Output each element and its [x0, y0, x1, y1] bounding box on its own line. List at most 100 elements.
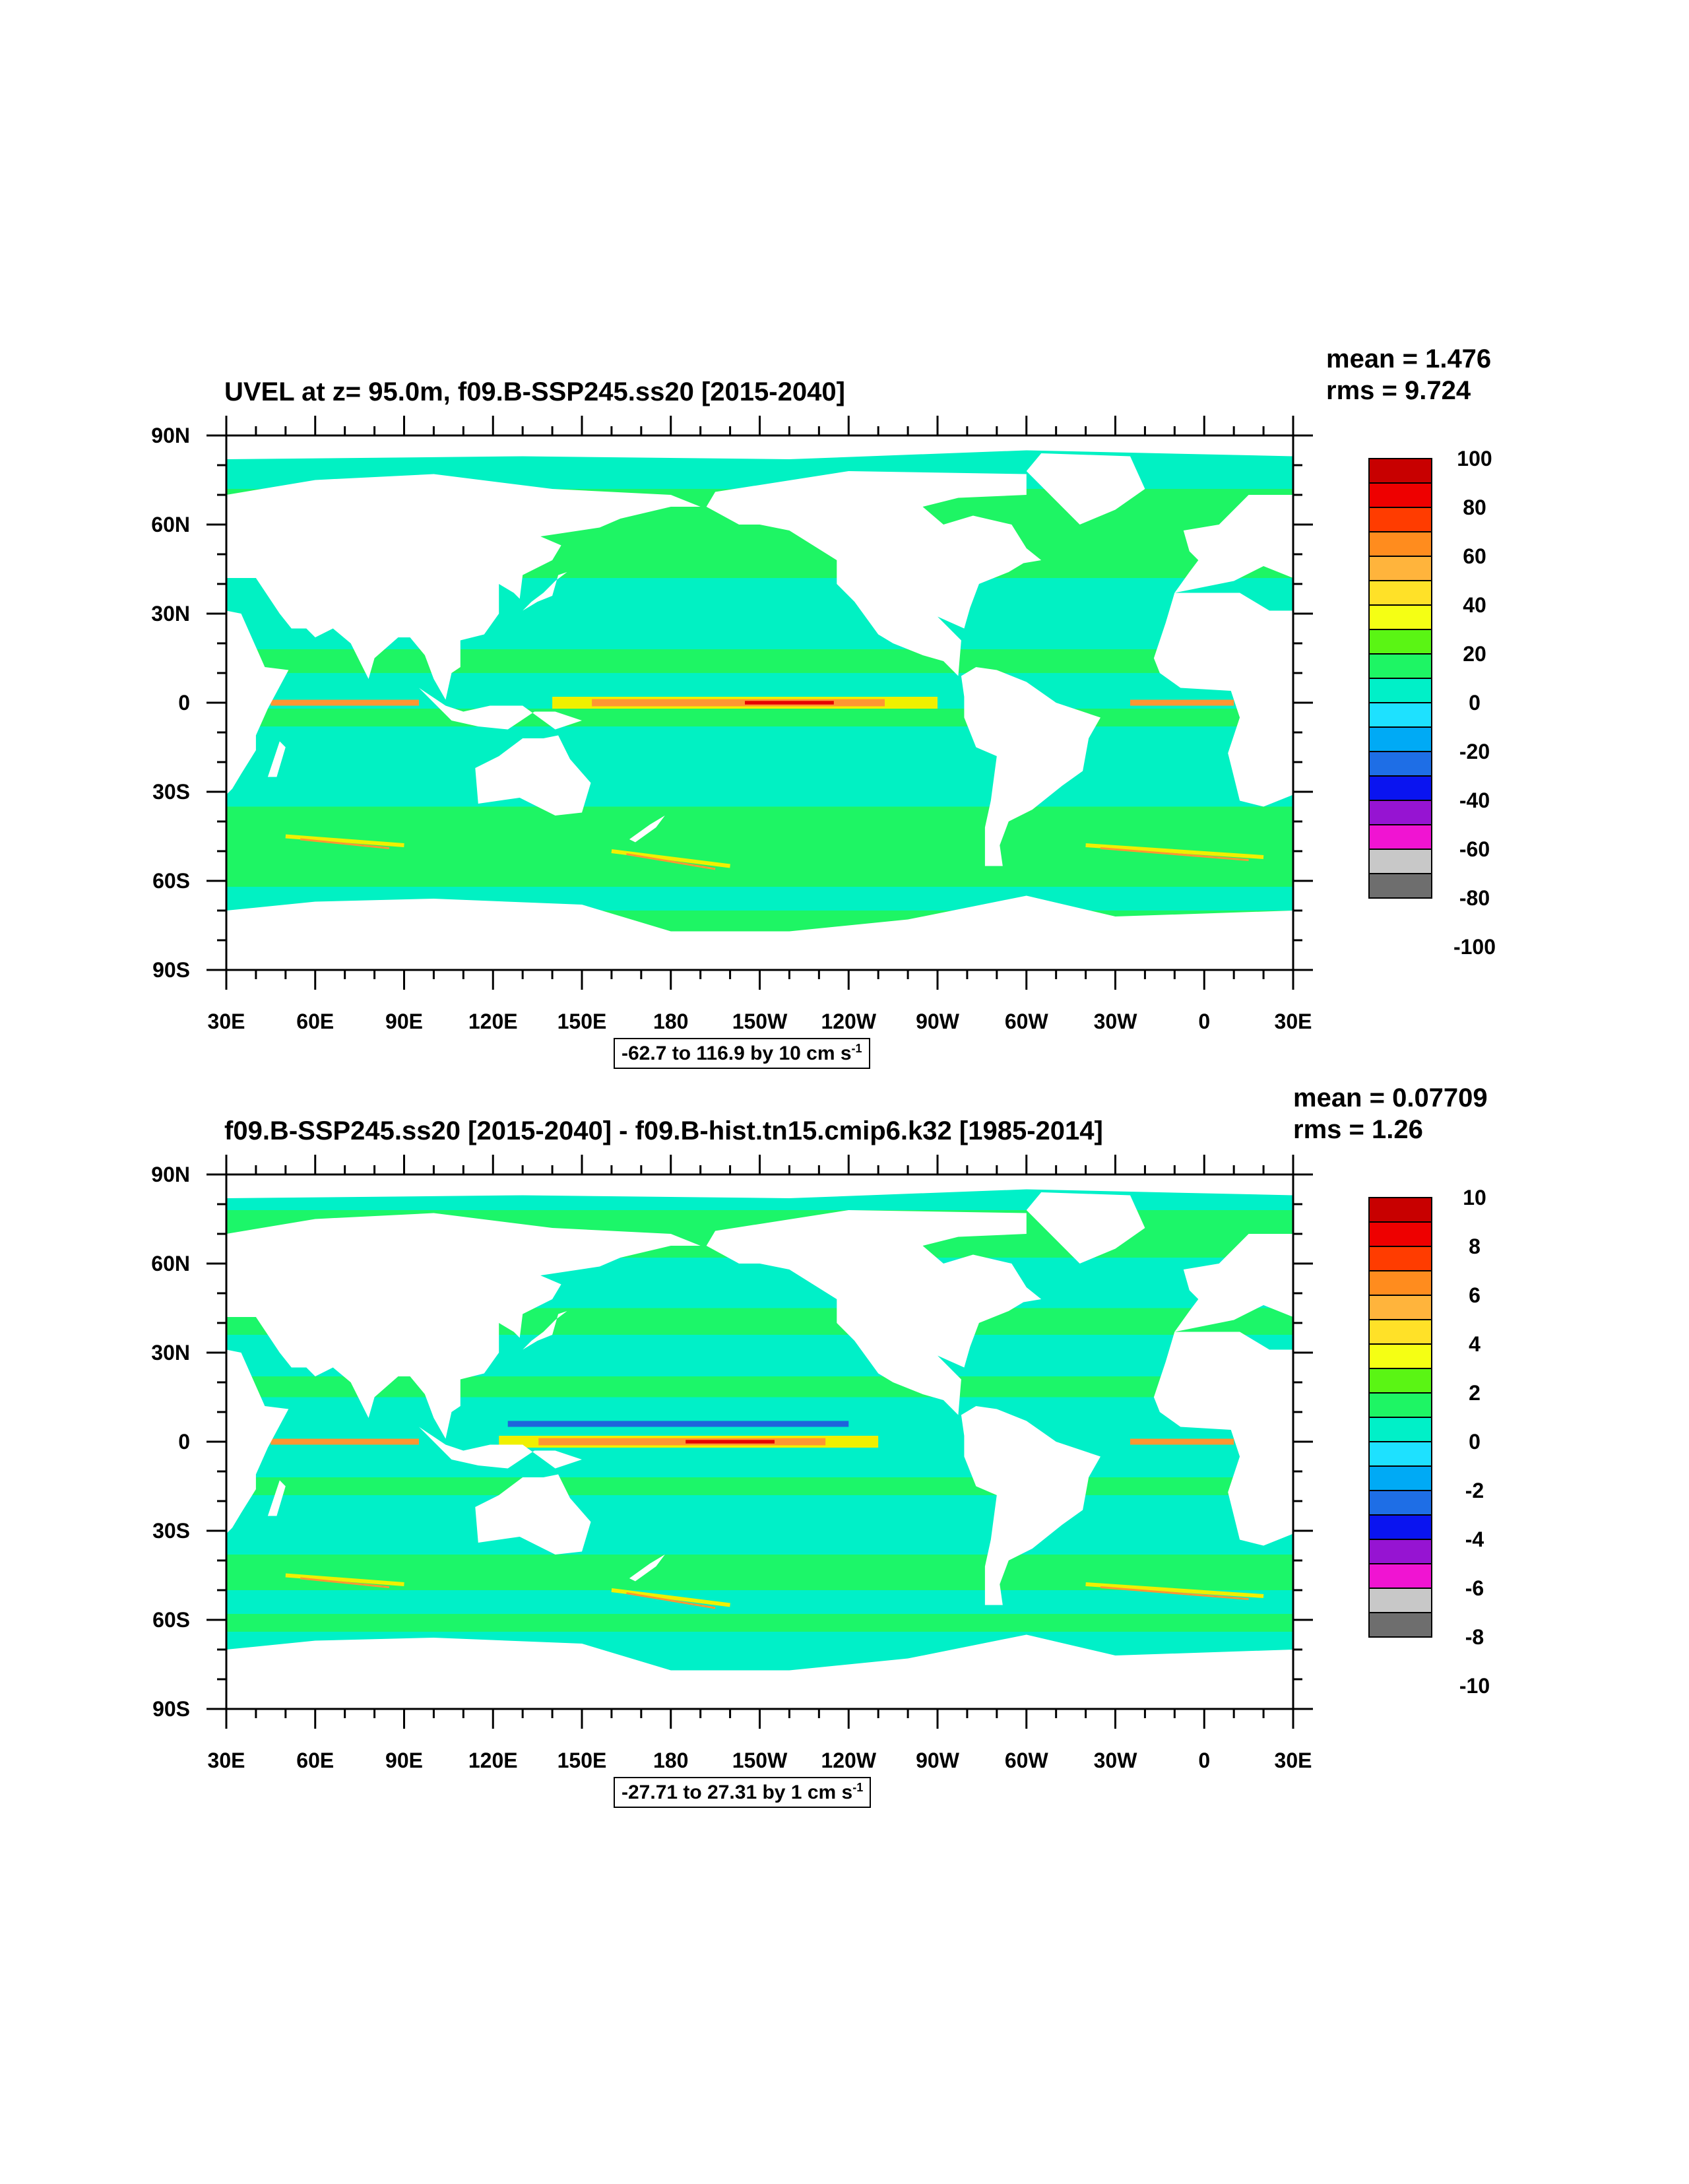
land-africa-east	[226, 1349, 289, 1534]
equatorial-jet	[271, 697, 1234, 709]
streak-yellow	[285, 834, 404, 847]
land-greenland	[1026, 1192, 1145, 1264]
land-madagascar	[267, 1480, 286, 1516]
streak-orange	[300, 1577, 390, 1588]
colorbar-label: 60	[1463, 544, 1486, 568]
land-south-america	[961, 667, 1100, 866]
contour-info-box: -27.71 to 27.31 by 1 cm s-1	[614, 1777, 872, 1808]
lat-tick-label: 30S	[152, 1519, 190, 1543]
mean-value: mean = 0.07709	[1293, 1083, 1488, 1112]
lon-tick-label: 150E	[557, 1010, 607, 1033]
contour-info-text: -27.71 to 27.31 by 1 cm s	[621, 1782, 853, 1803]
land-antarctica	[226, 895, 1293, 970]
southern-ocean-streaks	[285, 1573, 1264, 1609]
land-newzealand	[629, 816, 665, 843]
colorbar-swatch	[1368, 1392, 1432, 1418]
contour-info-text: -62.7 to 116.9 by 10 cm s	[621, 1043, 852, 1064]
land-japan	[523, 1311, 567, 1350]
colorbar-swatch	[1368, 653, 1432, 679]
land-south-america	[961, 1406, 1100, 1605]
land-africa-west	[1153, 593, 1293, 807]
colorbar-swatch	[1368, 849, 1432, 874]
lon-tick-label: 30E	[1274, 1010, 1312, 1033]
atlantic-jet	[1130, 1438, 1234, 1445]
colorbar-label: -10	[1459, 1674, 1490, 1698]
colorbar-swatch	[1368, 1197, 1432, 1223]
colorbar-label: 8	[1469, 1235, 1481, 1258]
land-arctic	[226, 435, 1293, 459]
land-japan	[523, 572, 567, 611]
colorbar-label: 20	[1463, 642, 1486, 666]
lat-tick-label: 30N	[151, 1341, 190, 1365]
land-indonesia	[419, 688, 582, 730]
colorbar-swatch	[1368, 800, 1432, 825]
colorbar-swatch	[1368, 751, 1432, 777]
streak-orange	[300, 838, 390, 849]
colorbar-label: -40	[1459, 788, 1490, 812]
lon-tick-label: 90E	[385, 1749, 423, 1772]
colorbar-label: 0	[1469, 691, 1481, 715]
colorbar-label: -8	[1465, 1625, 1484, 1649]
colorbar-swatch	[1368, 1295, 1432, 1320]
colorbar-swatch	[1368, 1246, 1432, 1271]
map-plot	[207, 1155, 1432, 1729]
rms-value: rms = 1.26	[1293, 1115, 1423, 1144]
lon-tick-label: 150E	[557, 1749, 607, 1772]
contour-info-exponent: -1	[852, 1781, 864, 1794]
panel-stats: mean = 1.476 rms = 9.724	[1326, 343, 1491, 406]
lon-tick-label: 60W	[1004, 1749, 1048, 1772]
lat-tick-label: 60N	[151, 513, 190, 536]
lon-tick-label: 30W	[1093, 1010, 1137, 1033]
panel-bottom: f09.B-SSP245.ss20 [2015-2040] - f09.B-hi…	[0, 1082, 1689, 1821]
colorbar-swatch	[1368, 531, 1432, 557]
land-eurasia	[226, 1213, 701, 1439]
jet-core-red	[745, 701, 834, 705]
colorbar-swatch	[1368, 1490, 1432, 1516]
lon-tick-label: 30E	[1274, 1749, 1312, 1772]
ocean-band	[226, 726, 1293, 807]
land-eurasia	[226, 474, 701, 700]
colorbar-swatch	[1368, 1465, 1432, 1491]
colorbar-label: -4	[1465, 1527, 1484, 1551]
colorbar-label: -2	[1465, 1479, 1484, 1502]
lat-tick-label: 0	[178, 1430, 190, 1454]
colorbar-label: 10	[1463, 1186, 1486, 1209]
colorbar-swatch	[1368, 824, 1432, 850]
lat-tick-label: 30S	[152, 780, 190, 804]
lon-tick-label: 60W	[1004, 1010, 1048, 1033]
colorbar-label: -20	[1459, 740, 1490, 763]
lat-tick-label: 60S	[152, 1608, 190, 1632]
colorbar-swatch	[1368, 1588, 1432, 1613]
colorbar-label: 40	[1463, 593, 1486, 617]
atlantic-jet	[1130, 699, 1234, 706]
lat-tick-label: 90S	[152, 958, 190, 982]
colorbar-label: 6	[1469, 1283, 1481, 1307]
streak-yellow	[1085, 843, 1264, 859]
axis-ticks	[207, 416, 1313, 990]
land	[226, 1174, 1293, 1709]
colorbar-label: 2	[1469, 1381, 1481, 1405]
colorbar-label: 80	[1463, 496, 1486, 519]
colorbar-swatch	[1368, 1221, 1432, 1247]
colorbar-swatch	[1368, 1343, 1432, 1369]
colorbar-swatch	[1368, 629, 1432, 655]
colorbar-swatch	[1368, 458, 1432, 484]
land-north-america	[706, 1210, 1042, 1415]
lon-tick-label: 150W	[732, 1749, 788, 1772]
land-australia	[475, 735, 591, 816]
lon-tick-label: 0	[1198, 1010, 1211, 1033]
land	[226, 435, 1293, 970]
lat-tick-label: 90S	[152, 1697, 190, 1721]
axis-ticks	[207, 1155, 1313, 1729]
ocean-band	[226, 1614, 1293, 1632]
colorbar-swatch	[1368, 482, 1432, 508]
indian-jet	[271, 699, 419, 706]
colorbar-swatch	[1368, 1368, 1432, 1394]
colorbar-swatch	[1368, 1514, 1432, 1540]
colorbar-label: -6	[1465, 1576, 1484, 1600]
colorbar-label: 4	[1469, 1332, 1481, 1356]
contour-info-exponent: -1	[851, 1042, 862, 1055]
equatorial-jet	[271, 1421, 1234, 1448]
undercurrent-blue	[507, 1421, 849, 1427]
streak-yellow	[1085, 1582, 1264, 1598]
